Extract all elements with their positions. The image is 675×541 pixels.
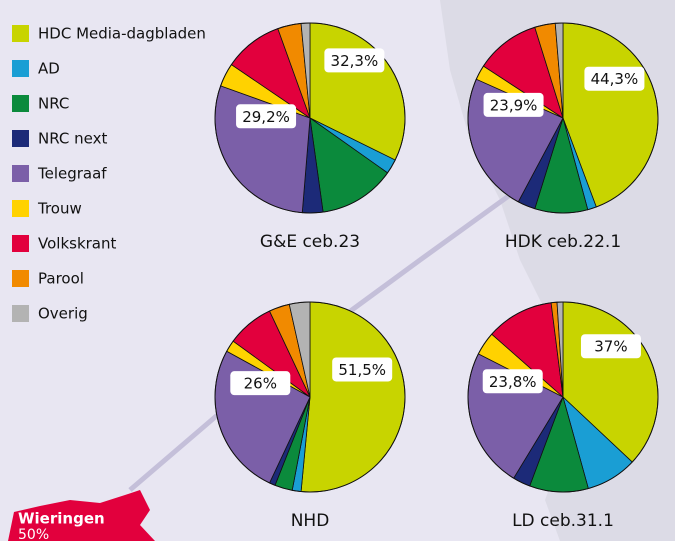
legend-swatch [12,200,29,217]
legend-label: HDC Media-dagbladen [38,25,206,43]
legend-swatch [12,305,29,322]
legend-swatch [12,95,29,112]
legend-label: Volkskrant [38,235,116,253]
legend-label: Trouw [37,200,82,218]
legend-swatch [12,235,29,252]
legend-swatch [12,130,29,147]
pie-title: LD ceb.31.1 [512,511,614,531]
legend-swatch [12,25,29,42]
value-label: 26% [244,375,277,393]
pie-title: NHD [291,511,330,531]
legend-label: Telegraaf [37,165,107,183]
value-label: 23,8% [489,373,537,391]
value-label: 51,5% [338,361,386,379]
value-label: 23,9% [490,96,538,114]
legend-label: NRC next [38,130,107,148]
legend-label: NRC [38,95,69,113]
legend-label: Overig [38,305,88,323]
pie-title: G&E ceb.23 [260,232,360,252]
value-label: 37% [594,338,627,356]
legend-swatch [12,165,29,182]
legend-swatch [12,270,29,287]
annotation-text: Wieringen [18,510,105,528]
pie-title: HDK ceb.22.1 [505,232,621,252]
value-label: 29,2% [242,108,290,126]
legend-label: Parool [38,270,84,288]
value-label: 44,3% [591,70,639,88]
legend-swatch [12,60,29,77]
value-label: 32,3% [331,52,379,70]
legend-label: AD [38,60,60,78]
chart: Wieringen 50% HDC Media-dagbladen AD NRC NR… [0,0,675,541]
annotation-label: 50% [18,527,49,541]
